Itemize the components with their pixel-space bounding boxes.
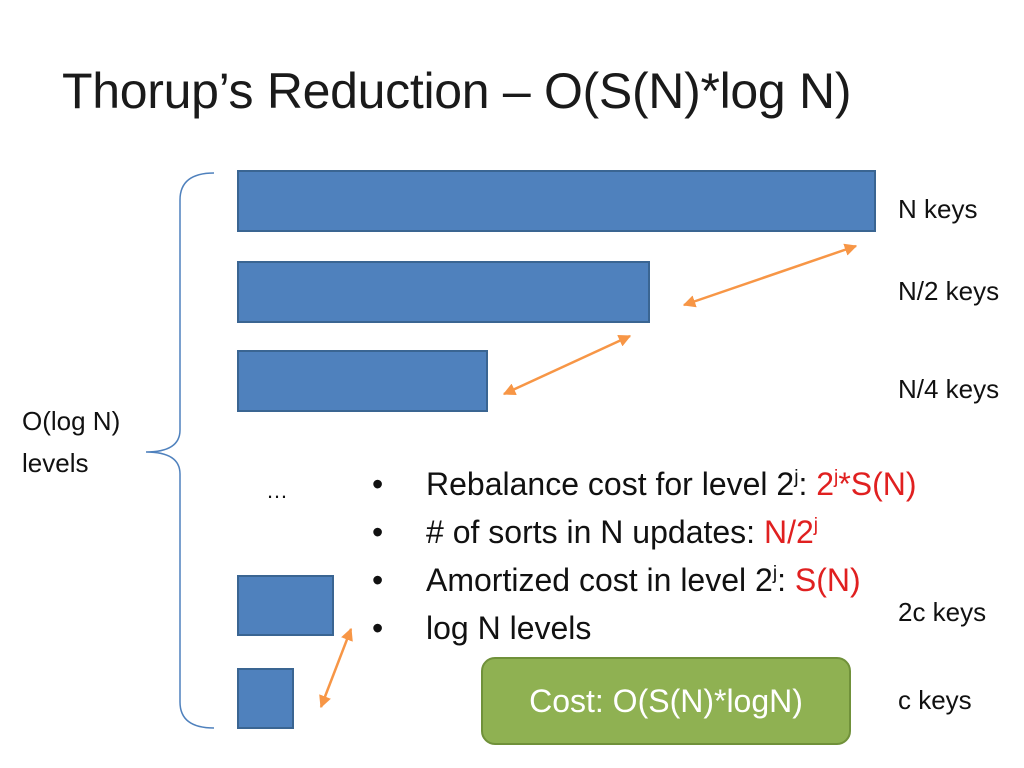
bullet-sorts-count: # of sorts in N updates: N/2j bbox=[370, 508, 917, 556]
level-bar-c bbox=[237, 668, 294, 729]
arrow-2c-to-c bbox=[319, 627, 353, 709]
bullet-amortized-cost: Amortized cost in level 2j: S(N) bbox=[370, 556, 917, 604]
arrow-n-half-to-n-quarter bbox=[502, 334, 632, 396]
bullet-rebalance-cost: Rebalance cost for level 2j: 2j*S(N) bbox=[370, 460, 917, 508]
level-label-n-half: N/2 keys bbox=[898, 276, 1000, 306]
level-bar-n bbox=[237, 170, 876, 232]
levels-count-label: O(log N) levels bbox=[22, 400, 120, 484]
page-title: Thorup’s Reduction – O(S(N)*log N) bbox=[62, 63, 852, 119]
level-label-c: c keys bbox=[898, 685, 972, 715]
cost-summary-text: Cost: O(S(N)*logN) bbox=[529, 682, 803, 719]
left-brace bbox=[145, 172, 215, 729]
ellipsis: … bbox=[266, 478, 288, 503]
arrow-n-to-n-half bbox=[682, 243, 858, 308]
cost-summary-box: Cost: O(S(N)*logN) bbox=[481, 657, 851, 745]
bullet-list: Rebalance cost for level 2j: 2j*S(N) # o… bbox=[370, 460, 917, 652]
level-bar-n-half bbox=[237, 261, 650, 323]
levels-count-line2: levels bbox=[22, 448, 89, 478]
level-bar-2c bbox=[237, 575, 334, 636]
level-label-n-quarter: N/4 keys bbox=[898, 374, 1000, 404]
level-label-n: N keys bbox=[898, 194, 978, 224]
levels-count-line1: O(log N) bbox=[22, 406, 121, 436]
level-bar-n-quarter bbox=[237, 350, 488, 412]
bullet-log-levels: log N levels bbox=[370, 604, 917, 652]
